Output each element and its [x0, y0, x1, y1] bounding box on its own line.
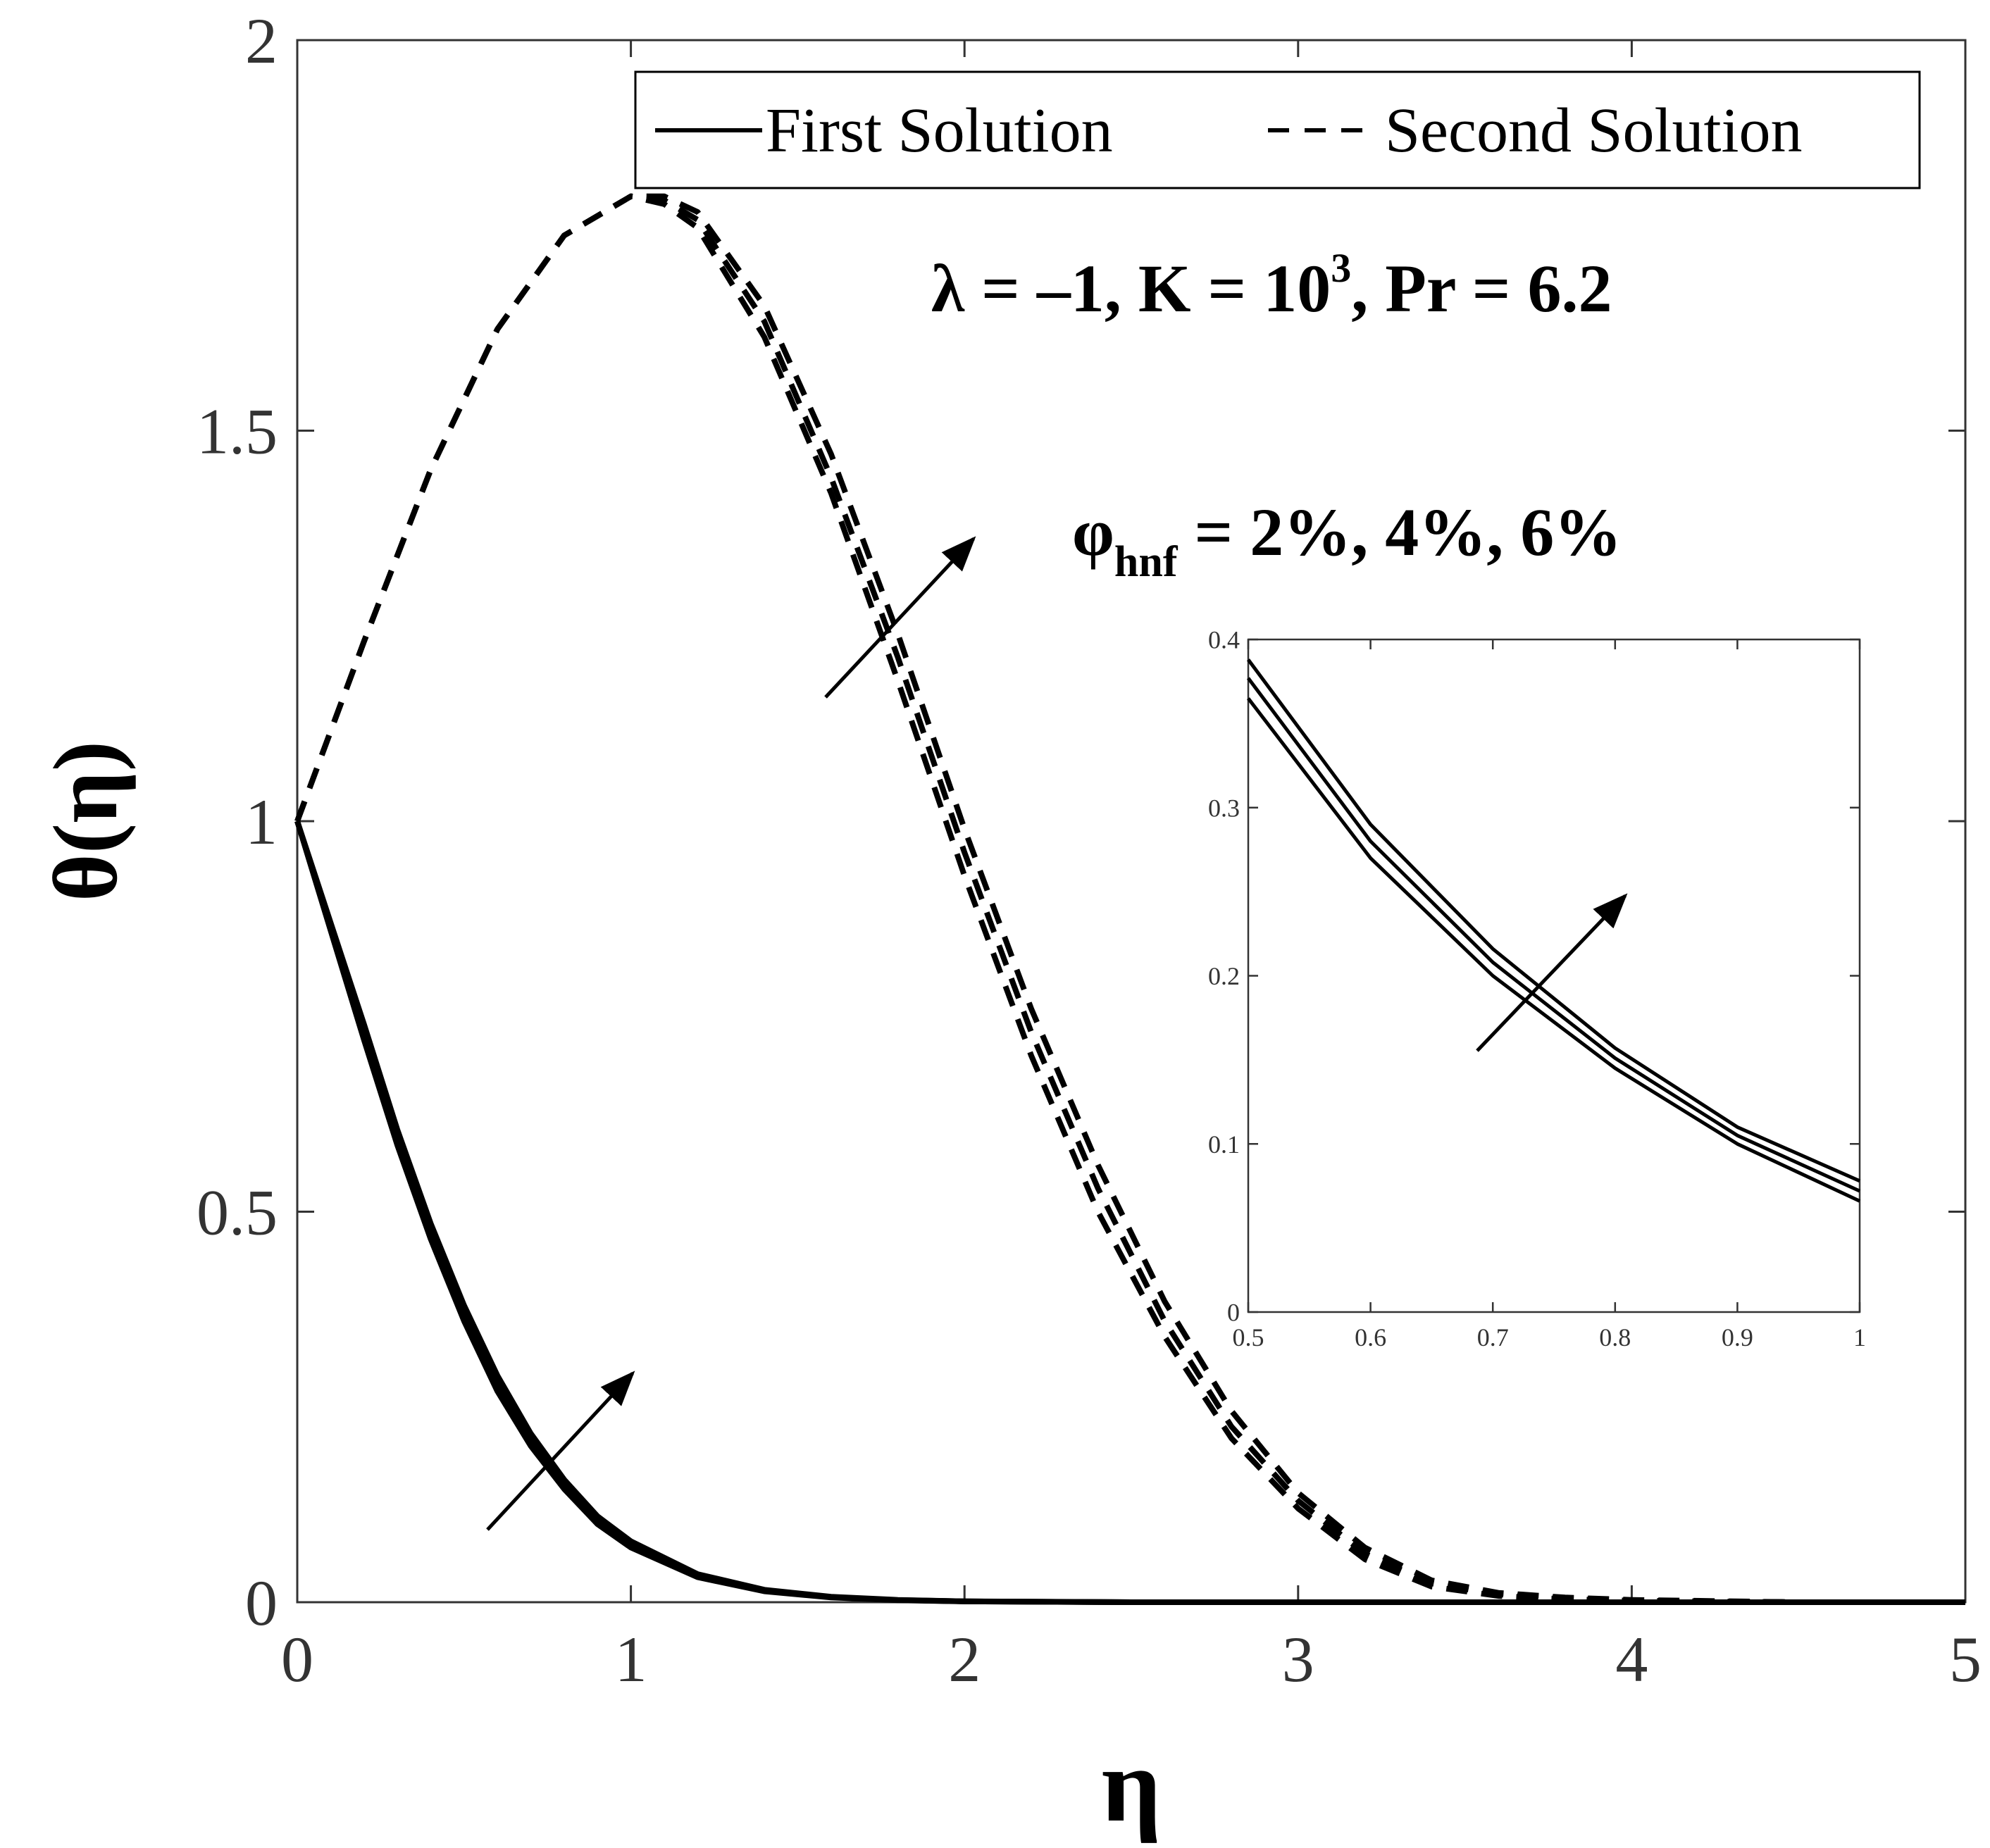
inset-arrow-icon: [1476, 893, 1628, 1052]
inset-x-tick-label: 1: [1853, 1323, 1866, 1351]
inset-y-tick-label: 0: [1227, 1299, 1240, 1327]
main-y-tick-label: 1.5: [197, 396, 278, 468]
inset-x-tick-label: 0.7: [1477, 1323, 1509, 1351]
main-x-tick-label: 2: [948, 1623, 981, 1695]
main-y-tick-label: 0: [245, 1567, 278, 1639]
params-main: λ = –1, K = 10: [931, 251, 1331, 326]
inset-x-tick-label: 0.5: [1233, 1323, 1264, 1351]
main-ticks: 0 1 2 3 4 500.511.52: [197, 5, 1982, 1695]
inset-series-line-3: [1246, 658, 1861, 1183]
inset-y-tick-label: 0.3: [1208, 794, 1240, 822]
inset-y-tick-label: 0.1: [1208, 1130, 1240, 1159]
inset-x-tick-label: 0.6: [1355, 1323, 1386, 1351]
inset-x-tick-label: 0.9: [1722, 1323, 1753, 1351]
inset-x-tick-label: 0.8: [1599, 1323, 1631, 1351]
main-y-tick-label: 1: [245, 786, 278, 858]
main-x-tick-label: 5: [1949, 1623, 1982, 1695]
phi-symbol: φ: [1072, 494, 1114, 570]
main-series: [294, 193, 1965, 1605]
y-axis-label: θ(η): [35, 741, 137, 901]
main-x-tick-label: 3: [1282, 1623, 1314, 1695]
params-exponent: 3: [1331, 245, 1351, 291]
main-x-tick-label: 0: [281, 1623, 313, 1695]
inset-series-line-1: [1247, 697, 1861, 1203]
inset-background: [1248, 639, 1860, 1312]
params-annotation: λ = –1, K = 103, Pr = 6.2: [931, 245, 1612, 326]
legend-label-first: First Solution: [766, 96, 1113, 166]
inset-y-tick-label: 0.4: [1208, 626, 1240, 654]
main-x-tick-label: 4: [1615, 1623, 1648, 1695]
params-tail: , Pr = 6.2: [1351, 251, 1612, 326]
legend-label-second: Second Solution: [1385, 96, 1803, 166]
main-y-tick-label: 2: [245, 5, 278, 77]
main-series-line-3: [294, 820, 1965, 1605]
legend: First Solution Second Solution: [634, 70, 1921, 189]
main-series-line-4: [294, 193, 1965, 1605]
x-axis-label: η: [1101, 1727, 1161, 1844]
inset-series: [1246, 658, 1861, 1203]
phi-values: = 2%, 4%, 6%: [1178, 494, 1622, 570]
arrow-first-solution-icon: [486, 1371, 635, 1531]
inset-y-tick-label: 0.2: [1208, 962, 1240, 990]
inset-series-line-2: [1246, 677, 1861, 1193]
phi-annotation: φhnf = 2%, 4%, 6%: [1072, 494, 1622, 586]
inset-chart: 0.5 0.6 0.7 0.8 0.9 1 0 0.1 0.2 0.3 0.4: [1208, 626, 1866, 1351]
phi-subscript: hnf: [1114, 538, 1179, 586]
main-x-tick-label: 1: [615, 1623, 647, 1695]
main-series-line-6: [294, 193, 1965, 1605]
inset-ticks: 0.5 0.6 0.7 0.8 0.9 1 0 0.1 0.2 0.3 0.4: [1208, 626, 1866, 1351]
arrow-second-solution-icon: [824, 536, 976, 699]
main-y-tick-label: 0.5: [197, 1177, 278, 1249]
